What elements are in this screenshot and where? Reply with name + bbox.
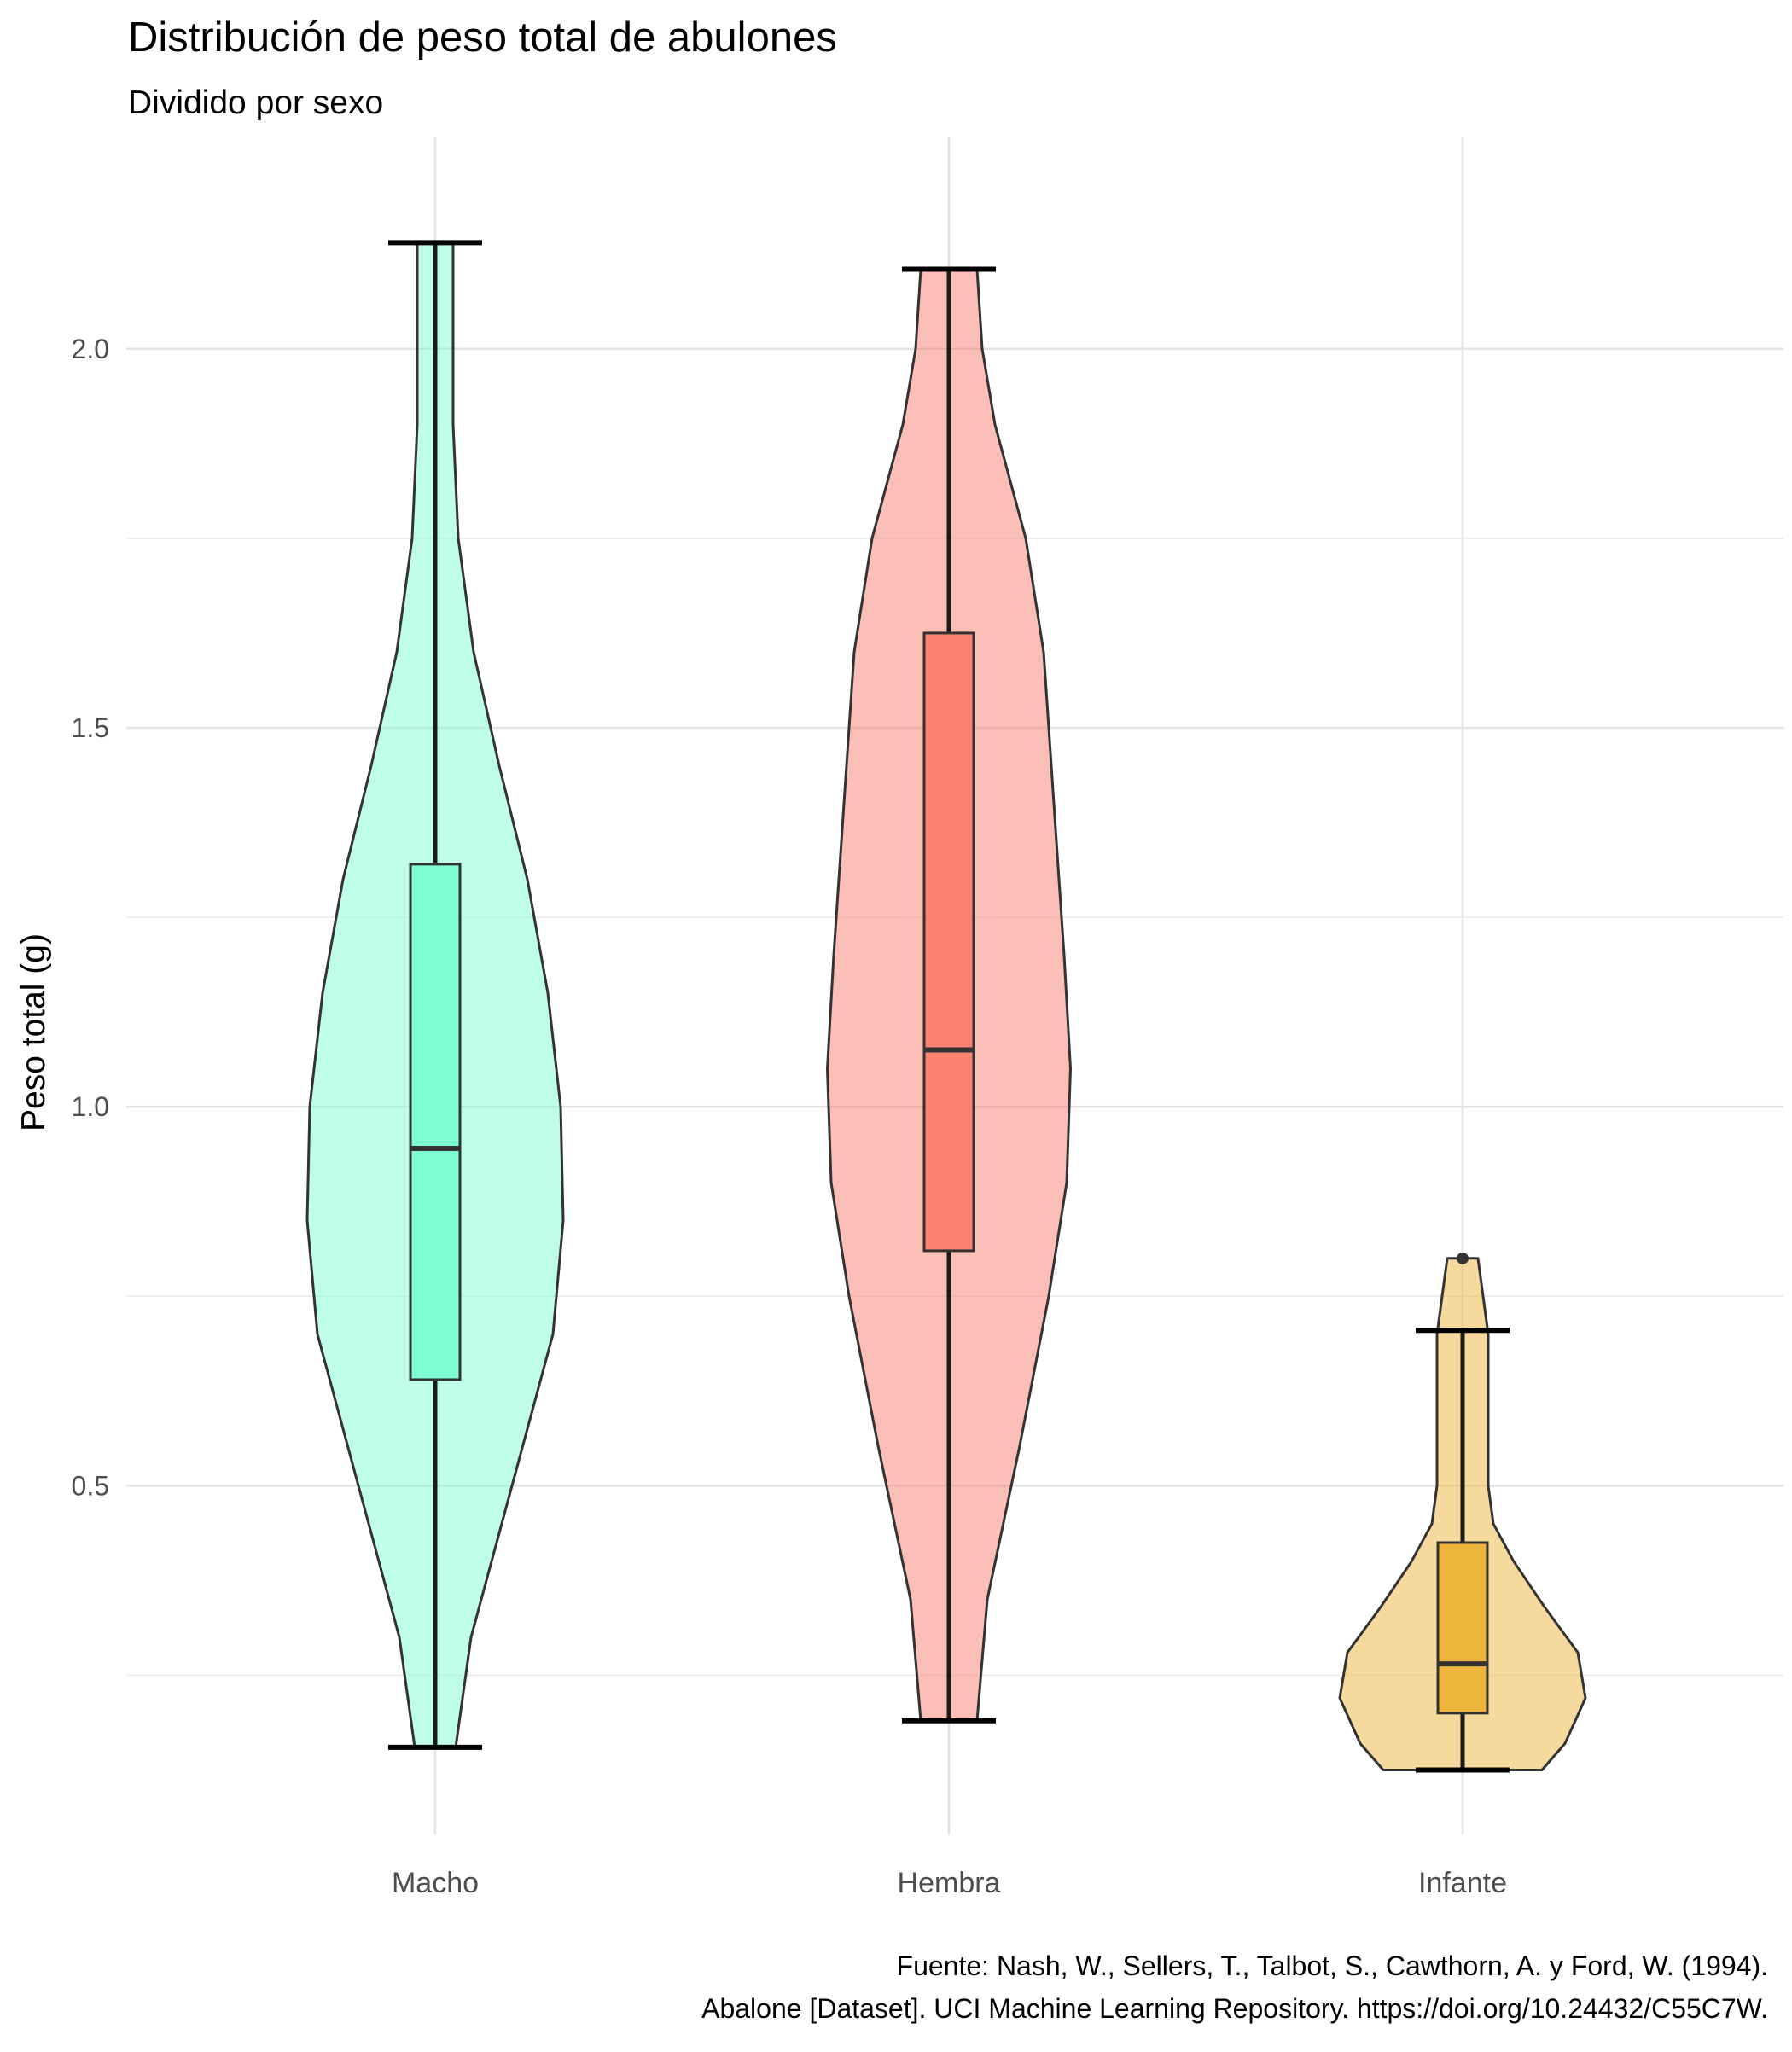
y-tick-label-2: 1.5	[72, 712, 109, 743]
chart-title: Distribución de peso total de abulones	[128, 15, 837, 61]
outlier-point-infante-0	[1457, 1252, 1469, 1264]
y-axis-label: Peso total (g)	[15, 933, 52, 1131]
axis-layer: 0.5 1.0 1.5 2.0 Macho Hembra Infante	[72, 334, 1507, 1899]
y-tick-label-3: 2.0	[72, 334, 109, 364]
x-tick-label-infante: Infante	[1418, 1867, 1507, 1899]
caption-line-2: Abalone [Dataset]. UCI Machine Learning …	[701, 1993, 1768, 2024]
box-layer	[388, 240, 1510, 1773]
chart-subtitle: Dividido por sexo	[128, 84, 383, 121]
y-tick-label-0: 0.5	[72, 1470, 109, 1501]
x-tick-label-macho: Macho	[392, 1867, 479, 1899]
box-hembra	[922, 631, 975, 1253]
box-macho	[409, 863, 462, 1381]
box-infante	[1436, 1541, 1489, 1715]
x-tick-label-hembra: Hembra	[898, 1867, 1001, 1899]
caption-line-1: Fuente: Nash, W., Sellers, T., Talbot, S…	[897, 1950, 1768, 1981]
y-tick-label-1: 1.0	[72, 1091, 109, 1122]
